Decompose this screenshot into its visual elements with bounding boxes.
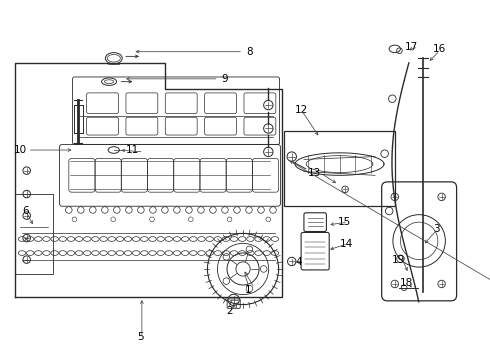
Text: 2: 2 bbox=[226, 306, 233, 316]
Text: 17: 17 bbox=[405, 42, 418, 52]
Text: 7: 7 bbox=[489, 276, 490, 286]
Text: 10: 10 bbox=[14, 145, 26, 155]
Text: 6: 6 bbox=[23, 206, 29, 216]
Text: 3: 3 bbox=[433, 224, 440, 234]
Text: 1: 1 bbox=[245, 285, 251, 294]
Text: 19: 19 bbox=[392, 255, 405, 265]
Text: 5: 5 bbox=[137, 332, 143, 342]
Text: 4: 4 bbox=[296, 257, 302, 267]
Text: 8: 8 bbox=[246, 47, 253, 57]
Text: 15: 15 bbox=[338, 217, 351, 227]
Text: 14: 14 bbox=[340, 239, 353, 249]
Text: 9: 9 bbox=[221, 74, 228, 84]
Text: 11: 11 bbox=[126, 145, 139, 155]
Text: 18: 18 bbox=[399, 278, 413, 288]
Bar bbox=[284, 131, 395, 206]
Text: 13: 13 bbox=[308, 167, 321, 177]
Text: 12: 12 bbox=[294, 105, 308, 115]
Text: 16: 16 bbox=[433, 44, 446, 54]
